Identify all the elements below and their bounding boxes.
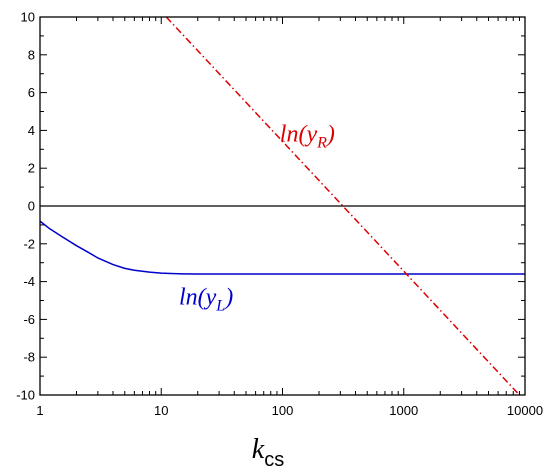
- y-tick-label: -10: [16, 388, 35, 403]
- y-tick-label: 6: [28, 85, 35, 100]
- y-tick-label: -8: [23, 350, 35, 365]
- series-line-l: [40, 220, 525, 275]
- series-label-r: ln(yR): [280, 122, 335, 152]
- x-axis-title: kcs: [252, 434, 284, 471]
- y-tick-label: -6: [23, 312, 35, 327]
- y-tick-label: 0: [28, 199, 35, 214]
- series-label-var: y: [204, 284, 217, 310]
- labels-layer: ln(yL)ln(yR): [179, 122, 335, 315]
- y-tick-label: -2: [23, 236, 35, 251]
- y-tick-label: 8: [28, 47, 35, 62]
- y-tick-label: -4: [23, 274, 35, 289]
- axes-layer: 1 10 100 1000 10000 -10 -8 -6 -4 -2 0 2 4 6 8 10: [16, 10, 543, 419]
- y-tick-label: 10: [21, 10, 35, 25]
- x-tick-label: 1000: [389, 403, 418, 418]
- series-label-sub: R: [316, 135, 327, 152]
- x-axis-title-sub: cs: [264, 449, 284, 471]
- x-tick-label: 100: [272, 403, 294, 418]
- series-label-prefix: ln(: [179, 284, 208, 310]
- series-label-close: ): [325, 122, 335, 148]
- series-layer: [40, 17, 525, 395]
- series-label-l: ln(yL): [179, 284, 233, 314]
- x-tick-label: 10000: [507, 403, 543, 418]
- x-tick-label: 10: [154, 403, 168, 418]
- y-tick-label: 2: [28, 161, 35, 176]
- y-tick-label: 4: [28, 123, 35, 138]
- series-label-prefix: ln(: [280, 122, 309, 148]
- series-line-r: [165, 17, 520, 395]
- x-axis-title-main: k: [252, 434, 265, 465]
- series-label-var: y: [304, 122, 317, 148]
- x-tick-label: 1: [36, 403, 43, 418]
- series-label-sub: L: [215, 297, 225, 314]
- series-label-close: ): [223, 284, 233, 310]
